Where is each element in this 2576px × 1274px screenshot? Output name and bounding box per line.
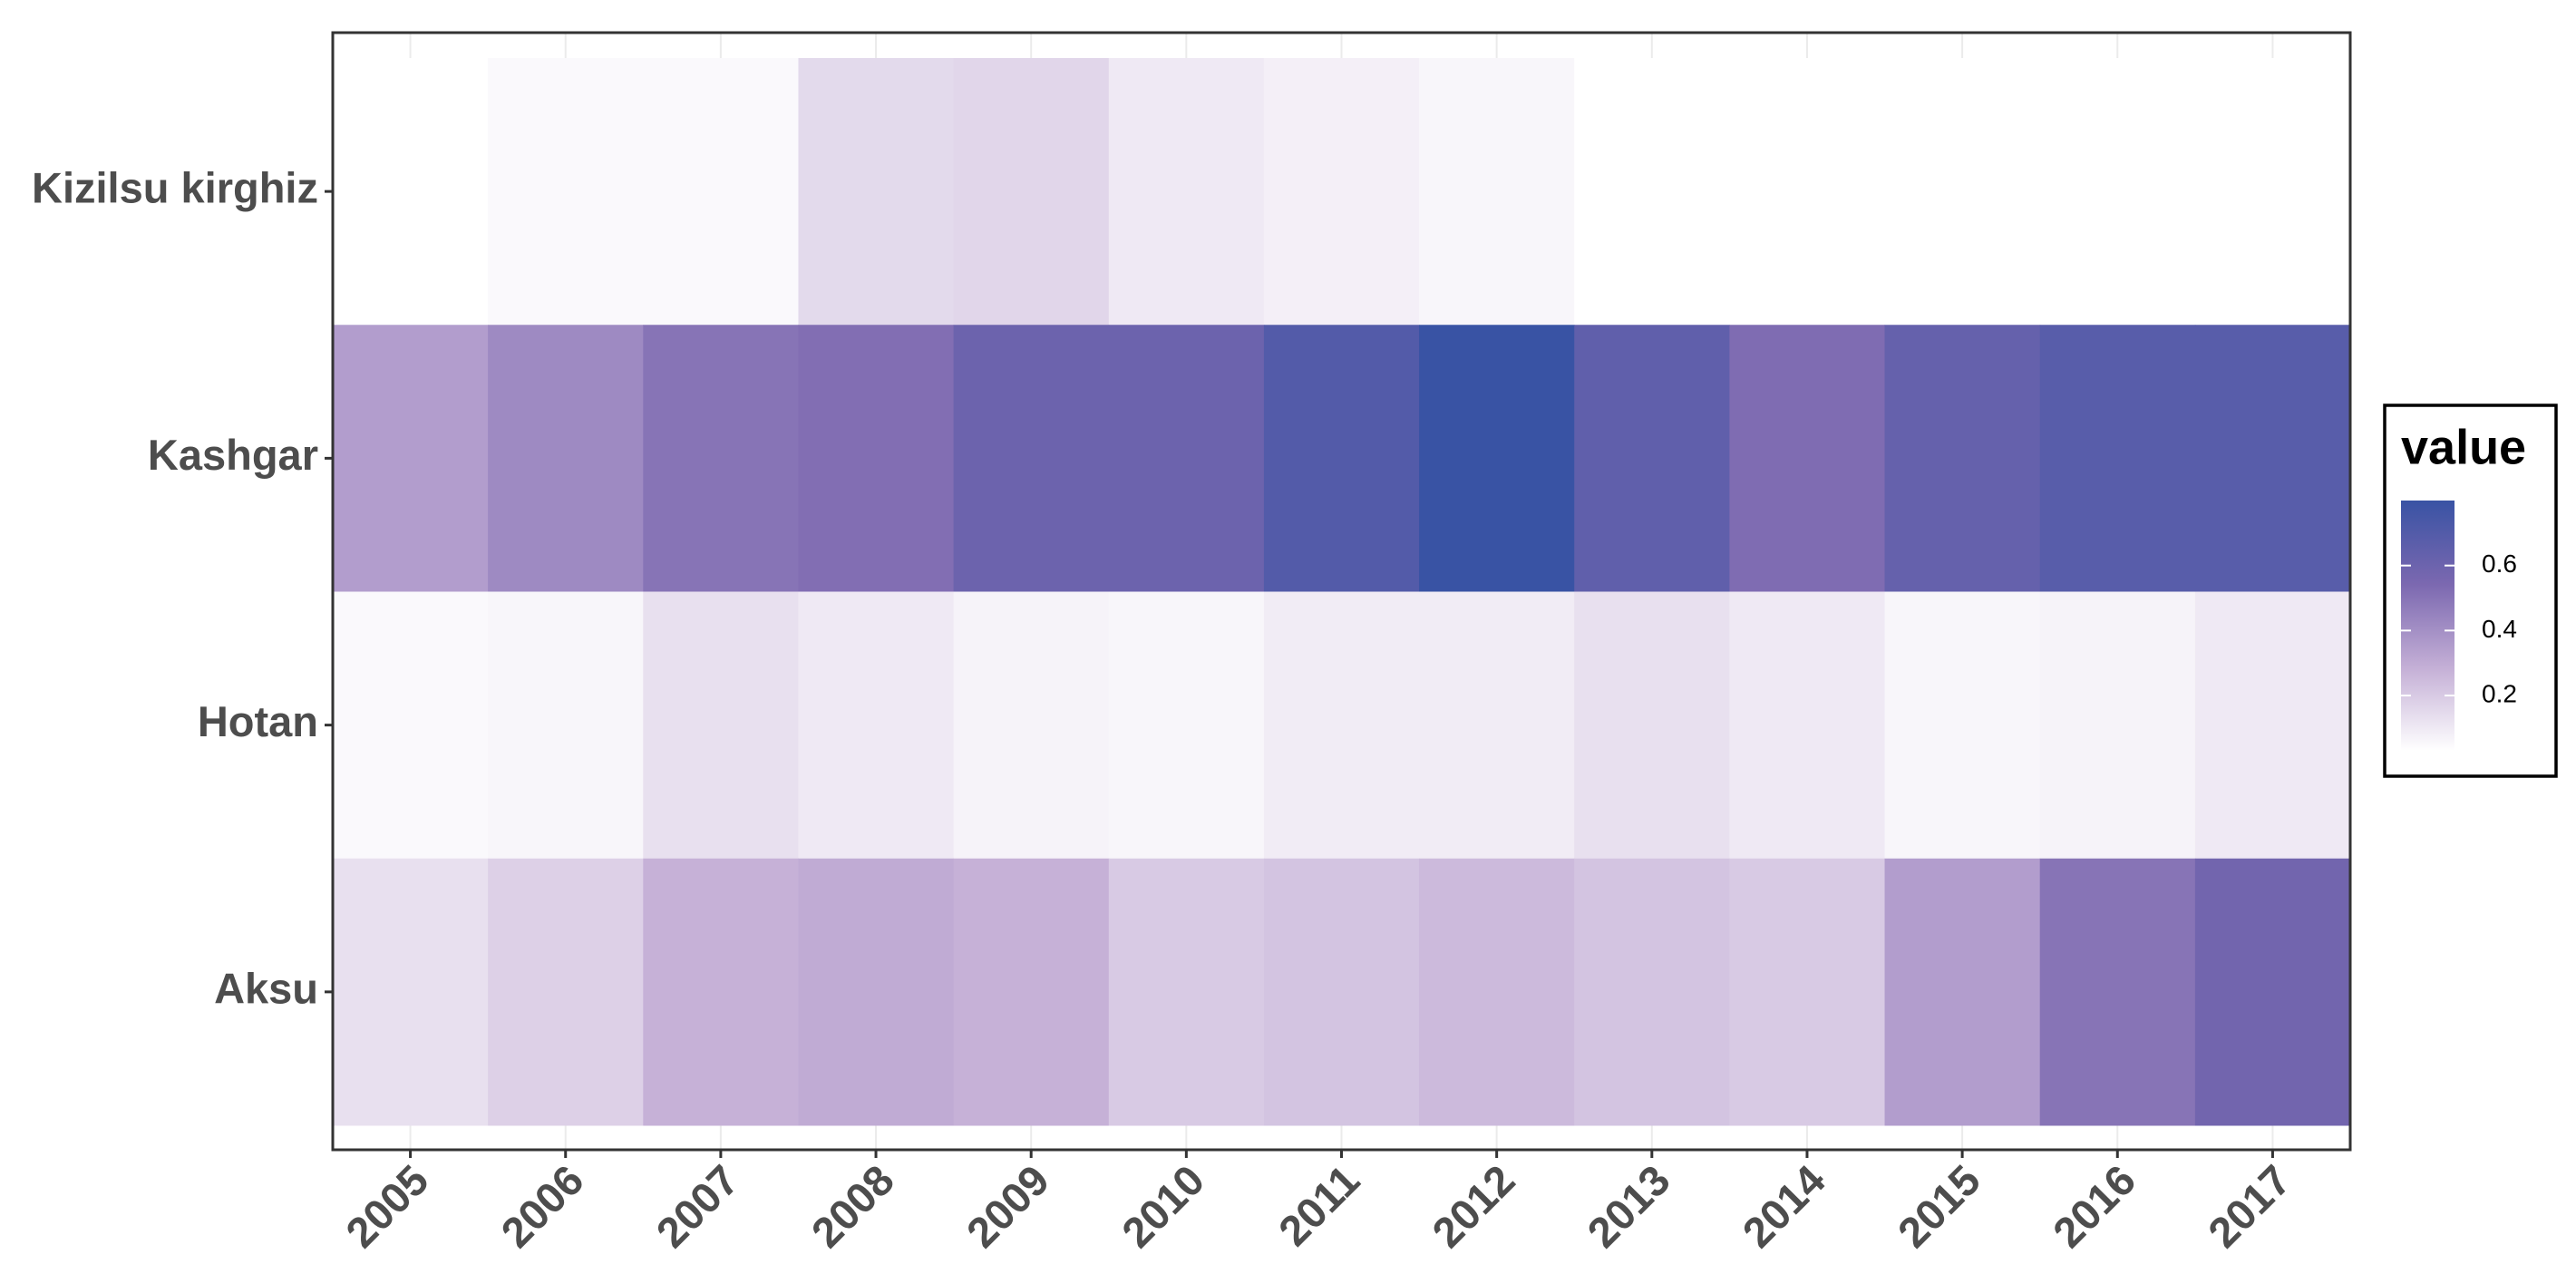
heatmap-cell [1574, 591, 1730, 860]
heatmap-cell [2039, 325, 2196, 592]
heatmap-cell [1574, 858, 1730, 1126]
heatmap-cell [488, 58, 644, 326]
heatmap-cell [798, 858, 955, 1126]
heatmap-cell [798, 591, 955, 860]
heatmap-cell [1729, 58, 1886, 326]
colorbar [2401, 501, 2454, 751]
x-tick-label: 2012 [1423, 1155, 1523, 1256]
heatmap-cell [798, 325, 955, 592]
colorbar-tick-label: 0.2 [2482, 679, 2517, 707]
heatmap-cell [1419, 591, 1575, 860]
heatmap-cell [1263, 58, 1420, 326]
x-tick-label: 2015 [1889, 1155, 1989, 1256]
heatmap-cell [1884, 591, 2041, 860]
heatmap-cell [1884, 58, 2041, 326]
heatmap-cell [2194, 58, 2351, 326]
x-tick-label: 2006 [491, 1155, 592, 1256]
heatmap-cell [1263, 858, 1420, 1126]
colorbar-tick-label: 0.4 [2482, 615, 2517, 643]
heatmap-cell [643, 325, 799, 592]
heatmap-cell [488, 858, 644, 1126]
heatmap-cell [333, 858, 489, 1126]
heatmap-cell [333, 58, 489, 326]
heatmap-cell [1884, 325, 2041, 592]
heatmap-cell [1108, 58, 1265, 326]
heatmap-cell [953, 58, 1110, 326]
heatmap-cell [1108, 591, 1265, 860]
x-tick-label: 2010 [1113, 1155, 1213, 1256]
heatmap-cell [2039, 58, 2196, 326]
x-tick-label: 2016 [2044, 1155, 2144, 1256]
heatmap-cell [643, 58, 799, 326]
heatmap-cell [1729, 858, 1886, 1126]
heatmap-cell [2194, 591, 2351, 860]
x-tick-label: 2009 [957, 1155, 1058, 1256]
heatmap-cell [2039, 858, 2196, 1126]
heatmap-cell [1419, 325, 1575, 592]
y-tick-label: Kashgar [148, 431, 318, 479]
x-tick-label: 2017 [2199, 1155, 2299, 1256]
y-tick-label: Hotan [198, 697, 318, 745]
heatmap-cell [953, 858, 1110, 1126]
heatmap-cell [1263, 591, 1420, 860]
heatmap-cell [333, 325, 489, 592]
y-tick-label: Kizilsu kirghiz [32, 164, 318, 212]
heatmap-cell [798, 58, 955, 326]
heatmap-cell [1574, 58, 1730, 326]
heatmap-cell [1419, 58, 1575, 326]
legend-title: value [2401, 420, 2526, 474]
heatmap-cell [488, 325, 644, 592]
heatmap-cell [1263, 325, 1420, 592]
heatmap-cell [643, 591, 799, 860]
x-tick-label: 2005 [336, 1155, 437, 1256]
heatmap-cell [643, 858, 799, 1126]
x-tick-label: 2014 [1733, 1155, 1833, 1256]
heatmap-cell [1574, 325, 1730, 592]
heatmap-cell [1729, 325, 1886, 592]
x-tick-label: 2013 [1578, 1155, 1678, 1256]
heatmap-cell [1419, 858, 1575, 1126]
heatmap-cell [2194, 858, 2351, 1126]
heatmap-cell [2039, 591, 2196, 860]
x-tick-label: 2008 [802, 1155, 902, 1256]
x-tick-label: 2011 [1269, 1155, 1369, 1255]
heatmap-cell [953, 325, 1110, 592]
y-tick-label: Aksu [214, 964, 318, 1012]
colorbar-tick-label: 0.6 [2482, 549, 2517, 578]
heatmap-cell [953, 591, 1110, 860]
heatmap-cell [1729, 591, 1886, 860]
x-tick-label: 2007 [646, 1155, 747, 1256]
heatmap-cell [333, 591, 489, 860]
heatmap-cell [1108, 858, 1265, 1126]
heatmap-cell [2194, 325, 2351, 592]
heatmap-cell [488, 591, 644, 860]
heatmap-cell [1108, 325, 1265, 592]
heatmap-cell [1884, 858, 2041, 1126]
